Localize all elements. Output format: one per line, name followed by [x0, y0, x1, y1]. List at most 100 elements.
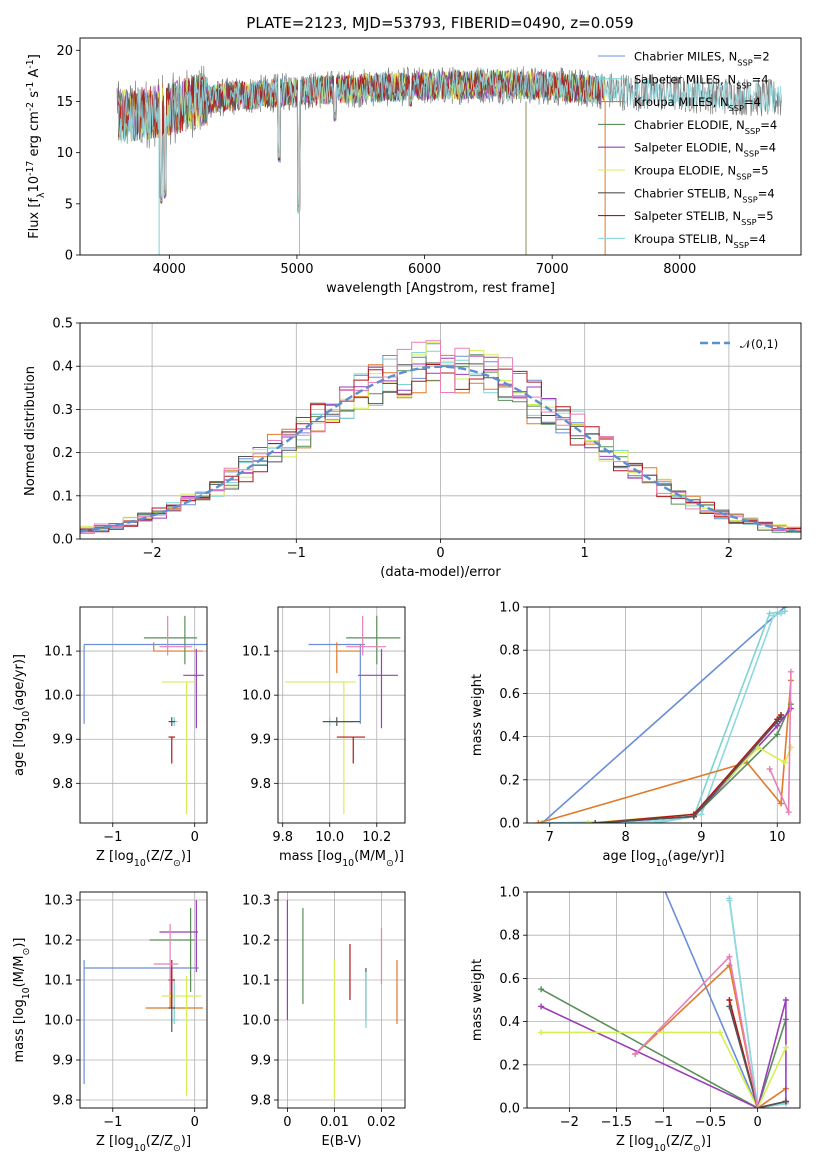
- legend-label: Salpeter ELODIE, NSSP=4: [634, 141, 776, 159]
- y-axis-label: age [log10(age/yr)]: [12, 654, 32, 776]
- y-axis-label: Normed distribution: [23, 366, 38, 496]
- ticks-age-vs-Z: −1 0 9.8 9.9 10.0 10.1: [44, 645, 199, 845]
- y-tick-label: 10.1: [242, 645, 271, 660]
- x-tick-label: 8000: [663, 262, 696, 277]
- y-tick-label: 1.0: [499, 601, 520, 616]
- x-tick-label: −2: [143, 546, 162, 561]
- ticks-weight-vs-Z: −2 −1.5 −1 −0.5 0 0.0 0.2 0.4 0.6 0.8 1.0: [499, 886, 761, 1131]
- y-tick-label: 10.1: [44, 645, 73, 660]
- weight-line-1: [541, 607, 786, 823]
- y-tick-label: 5: [65, 197, 73, 212]
- errorbar-point-8: [168, 736, 176, 764]
- y-tick-label: 0.4: [499, 730, 520, 745]
- y-tick-label: 10.3: [242, 894, 271, 909]
- weight-marker: [716, 1029, 723, 1036]
- y-tick-label: 9.8: [250, 777, 271, 792]
- weight-marker: [770, 612, 777, 619]
- panel-spectrum: 4000 5000 6000 7000 8000 0 5 10 15 20 wavelength […: [25, 37, 802, 296]
- figure-title: PLATE=2123, MJD=53793, FIBERID=0490, z=0…: [246, 14, 633, 32]
- legend-label: Chabrier ELODIE, NSSP=4: [634, 118, 777, 136]
- y-tick-label: 0.2: [52, 446, 73, 461]
- x-axis-label: Z [log10(Z/Z⊙)]: [616, 1134, 711, 1154]
- legend-label: Salpeter MILES, NSSP=4: [634, 72, 769, 90]
- weight-marker: [726, 1003, 733, 1010]
- x-tick-label: −1.5: [601, 1115, 633, 1130]
- weight-marker: [766, 610, 773, 617]
- y-tick-label: 10.1: [242, 974, 271, 989]
- weight-marker: [755, 744, 762, 751]
- x-tick-label: 2: [725, 546, 733, 561]
- legend-label: Kroupa ELODIE, NSSP=5: [634, 164, 769, 182]
- x-tick-label: 7: [546, 830, 554, 845]
- errorbar-point-6: [161, 681, 195, 815]
- errorbar-point-3: [336, 642, 361, 674]
- errorbar-point-5: [183, 648, 204, 729]
- y-tick-label: 10: [56, 146, 73, 161]
- weight-marker: [787, 668, 794, 675]
- weight-marker: [782, 997, 789, 1003]
- x-tick-label: −1: [287, 546, 306, 561]
- plot-area-weight-vs-age: [527, 607, 800, 823]
- y-tick-label: 9.8: [52, 1094, 73, 1109]
- plot-area-residuals: [80, 323, 801, 539]
- weight-marker: [592, 820, 599, 823]
- y-axis-label: mass weight: [470, 959, 485, 1041]
- x-tick-label: −0.5: [695, 1115, 727, 1130]
- legend-spectrum: Chabrier MILES, NSSP=2 Salpeter MILES, NS…: [598, 50, 777, 250]
- y-tick-label: 0.8: [499, 644, 520, 659]
- y-tick-label: 0.6: [499, 687, 520, 702]
- y-tick-label: 10.0: [44, 689, 73, 704]
- axes-frame: [526, 891, 801, 1109]
- weight-line-7: [587, 746, 792, 823]
- weight-marker: [782, 1098, 789, 1105]
- weight-marker: [785, 809, 792, 816]
- errorbar-point-5: [357, 648, 398, 729]
- weight-marker: [539, 820, 546, 823]
- y-tick-label: 10.0: [44, 1014, 73, 1029]
- weight-marker: [781, 759, 788, 766]
- weight-marker: [766, 766, 773, 772]
- y-tick-label: 0.3: [52, 403, 73, 418]
- ticks-mass-vs-Z: −1 0 9.8 9.9 10.0 10.1 10.2 10.3: [44, 894, 199, 1131]
- x-tick-label: 4000: [153, 262, 186, 277]
- axes-frame: [79, 606, 208, 824]
- weight-marker: [754, 1105, 761, 1108]
- y-tick-label: 10.1: [44, 974, 73, 989]
- x-tick-label: 10.0: [315, 830, 344, 845]
- axes-frame: [79, 37, 802, 256]
- errorbar-point-9: [153, 924, 179, 992]
- x-tick-label: 0: [191, 1115, 199, 1130]
- y-tick-label: 0.0: [499, 817, 520, 832]
- ticks-mass-vs-EBV: 0 0.01 0.02 9.8 9.9 10.0 10.1 10.2 10.3: [242, 894, 396, 1131]
- x-axis-label: age [log10(age/yr)]: [603, 849, 725, 869]
- weight-line-6: [540, 999, 787, 1108]
- errorbar-point-4: [149, 908, 195, 992]
- weight-marker: [778, 800, 785, 807]
- y-tick-label: 9.8: [250, 1094, 271, 1109]
- y-tick-label: 10.2: [44, 934, 73, 949]
- plot-area-spectrum: [116, 65, 782, 255]
- legend-label: Chabrier STELIB, NSSP=4: [634, 186, 775, 204]
- x-tick-label: 0.02: [367, 1115, 396, 1130]
- legend-label: Kroupa MILES, NSSP=4: [634, 95, 761, 113]
- plot-area-age-vs-mass: [278, 607, 405, 823]
- weight-line-5: [540, 988, 787, 1108]
- x-axis-label: Z [log10(Z/Z⊙)]: [96, 849, 191, 869]
- x-axis-label: wavelength [Angstrom, rest frame]: [326, 281, 555, 296]
- legend-label: 𝒩(0,1): [740, 337, 778, 351]
- x-tick-label: 0.01: [320, 1115, 349, 1130]
- y-tick-label: 9.9: [250, 1054, 271, 1069]
- errorbar-point-4: [346, 615, 401, 665]
- x-tick-label: 9.8: [272, 830, 293, 845]
- x-tick-label: 0: [191, 830, 199, 845]
- weight-marker: [538, 1003, 545, 1010]
- errorbar-point-1: [83, 643, 207, 724]
- x-axis-label: E(B-V): [321, 1134, 361, 1149]
- y-tick-label: 9.9: [52, 1054, 73, 1069]
- y-tick-label: 0.5: [52, 317, 73, 332]
- y-tick-label: 10.3: [44, 894, 73, 909]
- y-tick-label: 0.2: [499, 1058, 520, 1073]
- x-tick-label: 8: [621, 830, 629, 845]
